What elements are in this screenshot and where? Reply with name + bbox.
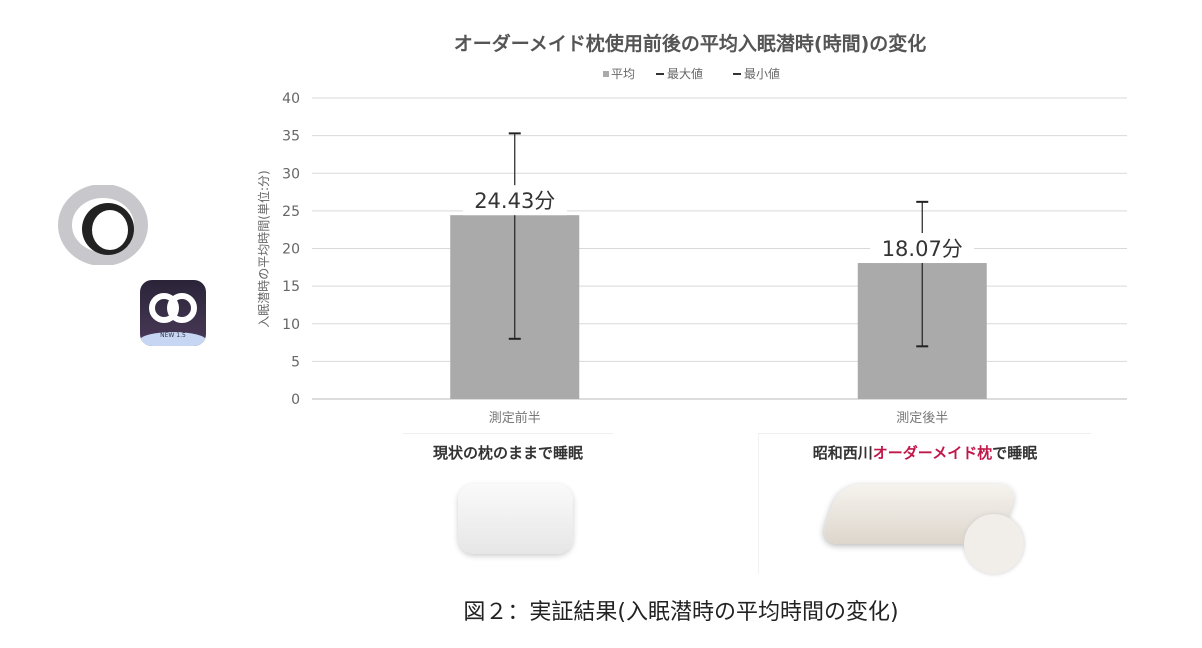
- y-tick-label: 15: [282, 279, 300, 295]
- chart-title: オーダーメイド枕使用前後の平均入眠潜時(時間)の変化: [454, 32, 927, 55]
- panel-after: 昭和西川オーダーメイド枕で睡眠: [758, 433, 1091, 574]
- title-suffix: で睡眠: [992, 444, 1038, 462]
- title-highlight: オーダーメイド枕: [872, 444, 993, 462]
- y-tick-label: 25: [282, 204, 300, 220]
- panel-before: 現状の枕のままで睡眠: [403, 433, 613, 564]
- x-tick-label: 測定前半: [489, 410, 541, 426]
- y-tick-label: 35: [282, 129, 300, 145]
- app-icon-badge: NEW 1.5: [140, 332, 206, 346]
- title-prefix: 昭和西川: [812, 444, 873, 462]
- data-label-bg: [462, 185, 567, 216]
- legend-min: 最小値: [744, 66, 780, 81]
- y-tick-label: 30: [282, 166, 300, 182]
- panel-before-title: 現状の枕のままで睡眠: [432, 444, 583, 462]
- pillow-texture-image: [964, 514, 1024, 574]
- panel-after-title: 昭和西川オーダーメイド枕で睡眠: [759, 442, 1091, 463]
- y-tick-label: 0: [291, 392, 300, 408]
- pillow-image: [458, 484, 573, 554]
- figure-caption: 図２：実証結果(入眠潜時の平均時間の変化): [463, 600, 899, 625]
- x-tick-label: 測定後半: [896, 411, 948, 426]
- app-icon: NEW 1.5: [140, 280, 206, 346]
- y-tick-label: 40: [282, 91, 300, 107]
- legend-swatch-mean: [603, 71, 609, 77]
- data-label: 18.07分: [882, 237, 963, 261]
- data-label-bg: [870, 233, 975, 264]
- y-tick-label: 20: [282, 242, 300, 258]
- y-tick-label: 10: [282, 317, 300, 333]
- legend-max: 最大値: [667, 66, 703, 81]
- smart-ring-image: [58, 184, 148, 266]
- y-axis-label: 入眠潜時の平均時間(単位:分): [256, 170, 271, 327]
- legend-mean: 平均: [611, 67, 635, 81]
- data-label: 24.43分: [474, 189, 555, 213]
- y-tick-label: 5: [291, 354, 300, 370]
